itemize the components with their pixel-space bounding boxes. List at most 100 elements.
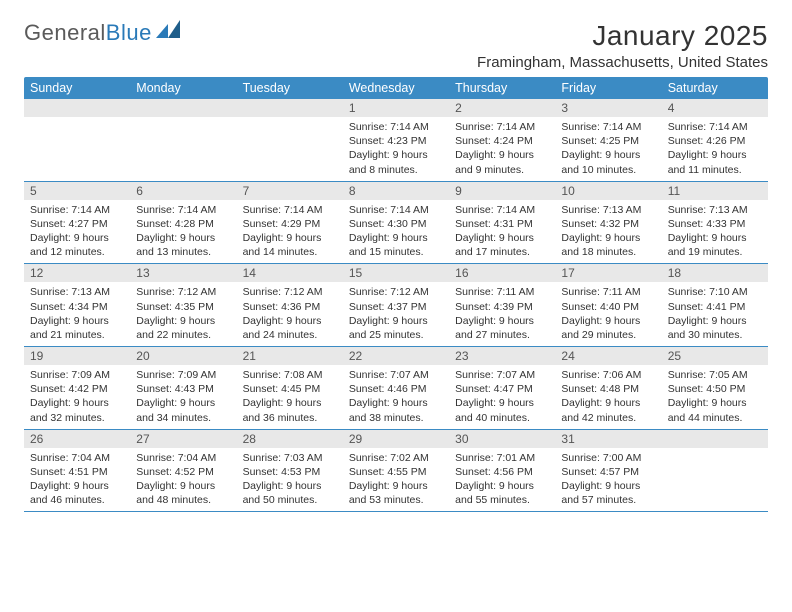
sun-info-sr: Sunrise: 7:05 AM bbox=[668, 368, 762, 382]
week-row: 12Sunrise: 7:13 AMSunset: 4:34 PMDayligh… bbox=[24, 264, 768, 347]
sun-info: Sunrise: 7:01 AMSunset: 4:56 PMDaylight:… bbox=[449, 448, 555, 512]
day-cell: 11Sunrise: 7:13 AMSunset: 4:33 PMDayligh… bbox=[662, 182, 768, 264]
sun-info-sr: Sunrise: 7:04 AM bbox=[136, 451, 230, 465]
day-number: 22 bbox=[343, 347, 449, 365]
sun-info: Sunrise: 7:14 AMSunset: 4:25 PMDaylight:… bbox=[555, 117, 661, 181]
sun-info-sr: Sunrise: 7:14 AM bbox=[243, 203, 337, 217]
sun-info-dl2: and 18 minutes. bbox=[561, 245, 655, 259]
month-title: January 2025 bbox=[477, 20, 768, 52]
sun-info-sr: Sunrise: 7:14 AM bbox=[349, 203, 443, 217]
sun-info-dl2: and 21 minutes. bbox=[30, 328, 124, 342]
day-cell: 15Sunrise: 7:12 AMSunset: 4:37 PMDayligh… bbox=[343, 264, 449, 346]
sun-info: Sunrise: 7:08 AMSunset: 4:45 PMDaylight:… bbox=[237, 365, 343, 429]
sun-info-dl1: Daylight: 9 hours bbox=[668, 148, 762, 162]
logo-mark-icon bbox=[156, 20, 182, 46]
weeks-container: 1 Sunrise: 7:14 AM Sunset: 4:23 PM Daylight… bbox=[24, 99, 768, 512]
sun-info-ss: Sunset: 4:26 PM bbox=[668, 134, 762, 148]
day-cell: 21Sunrise: 7:08 AMSunset: 4:45 PMDayligh… bbox=[237, 347, 343, 429]
day-number: 8 bbox=[343, 182, 449, 200]
week-row: 5Sunrise: 7:14 AMSunset: 4:27 PMDaylight… bbox=[24, 182, 768, 265]
sun-info-dl1: Daylight: 9 hours bbox=[136, 314, 230, 328]
sun-info-sr: Sunrise: 7:11 AM bbox=[455, 285, 549, 299]
sun-info: Sunrise: 7:11 AMSunset: 4:40 PMDaylight:… bbox=[555, 282, 661, 346]
sun-info-dl2: and 15 minutes. bbox=[349, 245, 443, 259]
weekday-header: Wednesday bbox=[343, 77, 449, 99]
sun-info: Sunrise: 7:13 AMSunset: 4:32 PMDaylight:… bbox=[555, 200, 661, 264]
sun-info-dl1: Daylight: 9 hours bbox=[561, 479, 655, 493]
day-number: 1 bbox=[343, 99, 449, 117]
sun-info-ss: Sunset: 4:40 PM bbox=[561, 300, 655, 314]
sun-info-ss: Sunset: 4:39 PM bbox=[455, 300, 549, 314]
day-cell: 9Sunrise: 7:14 AMSunset: 4:31 PMDaylight… bbox=[449, 182, 555, 264]
sun-info-dl2: and 12 minutes. bbox=[30, 245, 124, 259]
sun-info-dl2: and 13 minutes. bbox=[136, 245, 230, 259]
day-number: 19 bbox=[24, 347, 130, 365]
day-number: 16 bbox=[449, 264, 555, 282]
day-cell: 10Sunrise: 7:13 AMSunset: 4:32 PMDayligh… bbox=[555, 182, 661, 264]
sun-info-dl1: Daylight: 9 hours bbox=[30, 396, 124, 410]
sun-info-ss: Sunset: 4:32 PM bbox=[561, 217, 655, 231]
sun-info-dl2: and 9 minutes. bbox=[455, 163, 549, 177]
sun-info-dl1: Daylight: 9 hours bbox=[455, 314, 549, 328]
sun-info-dl2: and 57 minutes. bbox=[561, 493, 655, 507]
sun-info-dl2: and 27 minutes. bbox=[455, 328, 549, 342]
sun-info-sr: Sunrise: 7:00 AM bbox=[561, 451, 655, 465]
day-number: 11 bbox=[662, 182, 768, 200]
sun-info-dl1: Daylight: 9 hours bbox=[349, 231, 443, 245]
sun-info-ss: Sunset: 4:47 PM bbox=[455, 382, 549, 396]
sun-info-dl1: Daylight: 9 hours bbox=[349, 479, 443, 493]
weekday-header: Thursday bbox=[449, 77, 555, 99]
day-cell bbox=[662, 430, 768, 512]
sun-info-sr: Sunrise: 7:03 AM bbox=[243, 451, 337, 465]
day-cell: 8 Sunrise: 7:14 AMSunset: 4:30 PMDaylight… bbox=[343, 182, 449, 264]
day-cell bbox=[237, 99, 343, 181]
sun-info-dl2: and 34 minutes. bbox=[136, 411, 230, 425]
sun-info-dl2: and 46 minutes. bbox=[30, 493, 124, 507]
sun-info-dl1: Daylight: 9 hours bbox=[561, 148, 655, 162]
day-cell: 18Sunrise: 7:10 AMSunset: 4:41 PMDayligh… bbox=[662, 264, 768, 346]
day-cell: 4Sunrise: 7:14 AMSunset: 4:26 PMDaylight… bbox=[662, 99, 768, 181]
sun-info-ss: Sunset: 4:53 PM bbox=[243, 465, 337, 479]
sun-info-sr: Sunrise: 7:08 AM bbox=[243, 368, 337, 382]
day-number bbox=[237, 99, 343, 117]
sun-info: Sunrise: 7:14 AMSunset: 4:31 PMDaylight:… bbox=[449, 200, 555, 264]
day-number: 4 bbox=[662, 99, 768, 117]
day-number: 28 bbox=[237, 430, 343, 448]
week-row: 1Sunrise: 7:14 AMSunset: 4:23 PMDaylight… bbox=[24, 99, 768, 182]
sun-info-dl1: Daylight: 9 hours bbox=[455, 479, 549, 493]
sun-info-sr: Sunrise: 7:07 AM bbox=[455, 368, 549, 382]
sun-info: Sunrise: 7:04 AMSunset: 4:52 PMDaylight:… bbox=[130, 448, 236, 512]
sun-info-sr: Sunrise: 7:10 AM bbox=[668, 285, 762, 299]
sun-info: Sunrise: 7:12 AMSunset: 4:37 PMDaylight:… bbox=[343, 282, 449, 346]
sun-info-ss: Sunset: 4:42 PM bbox=[30, 382, 124, 396]
sun-info: Sunrise: 7:14 AMSunset: 4:29 PMDaylight:… bbox=[237, 200, 343, 264]
sun-info-sr: Sunrise: 7:06 AM bbox=[561, 368, 655, 382]
day-cell: 22Sunrise: 7:07 AMSunset: 4:46 PMDayligh… bbox=[343, 347, 449, 429]
day-cell: 7Sunrise: 7:14 AMSunset: 4:29 PMDaylight… bbox=[237, 182, 343, 264]
day-cell: 13Sunrise: 7:12 AMSunset: 4:35 PMDayligh… bbox=[130, 264, 236, 346]
sun-info-ss: Sunset: 4:23 PM bbox=[349, 134, 443, 148]
day-number: 31 bbox=[555, 430, 661, 448]
sun-info-ss: Sunset: 4:36 PM bbox=[243, 300, 337, 314]
sun-info: Sunrise: 7:07 AMSunset: 4:46 PMDaylight:… bbox=[343, 365, 449, 429]
sun-info: Sunrise: 7:14 AMSunset: 4:26 PMDaylight:… bbox=[662, 117, 768, 181]
sun-info-ss: Sunset: 4:50 PM bbox=[668, 382, 762, 396]
sun-info-dl2: and 42 minutes. bbox=[561, 411, 655, 425]
day-number: 29 bbox=[343, 430, 449, 448]
sun-info-ss: Sunset: 4:30 PM bbox=[349, 217, 443, 231]
sun-info-ss: Sunset: 4:52 PM bbox=[136, 465, 230, 479]
sun-info: Sunrise: 7:06 AMSunset: 4:48 PMDaylight:… bbox=[555, 365, 661, 429]
day-cell: 27Sunrise: 7:04 AMSunset: 4:52 PMDayligh… bbox=[130, 430, 236, 512]
sun-info-dl1: Daylight: 9 hours bbox=[243, 314, 337, 328]
day-cell: 1Sunrise: 7:14 AMSunset: 4:23 PMDaylight… bbox=[343, 99, 449, 181]
day-number: 23 bbox=[449, 347, 555, 365]
sun-info-ss: Sunset: 4:57 PM bbox=[561, 465, 655, 479]
sun-info-dl2: and 11 minutes. bbox=[668, 163, 762, 177]
title-block: January 2025 Framingham, Massachusetts, … bbox=[477, 20, 768, 71]
sun-info-ss: Sunset: 4:33 PM bbox=[668, 217, 762, 231]
day-cell: 30Sunrise: 7:01 AMSunset: 4:56 PMDayligh… bbox=[449, 430, 555, 512]
weekday-header: Sunday bbox=[24, 77, 130, 99]
sun-info-dl2: and 17 minutes. bbox=[455, 245, 549, 259]
sun-info-ss: Sunset: 4:46 PM bbox=[349, 382, 443, 396]
day-number: 18 bbox=[662, 264, 768, 282]
